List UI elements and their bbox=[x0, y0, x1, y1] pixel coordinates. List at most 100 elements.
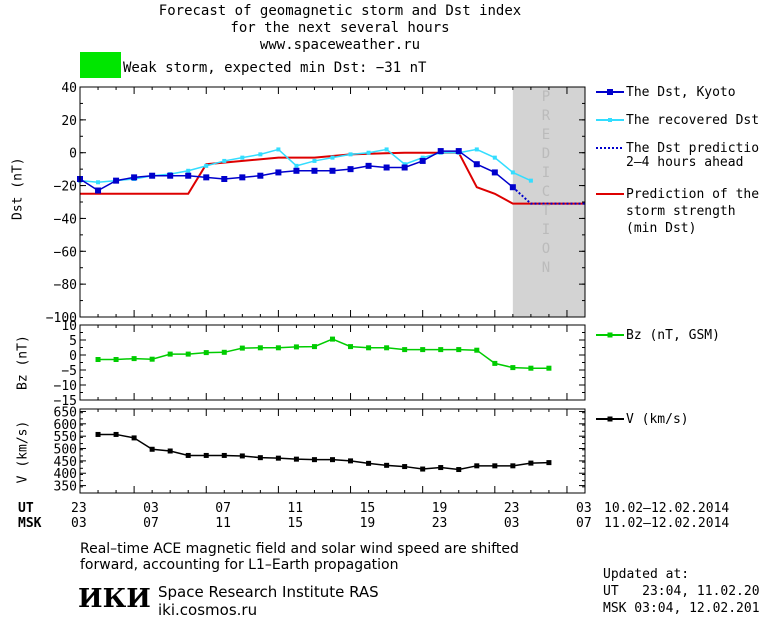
ut-tick-label: 03 bbox=[576, 501, 592, 516]
institute-site[interactable]: iki.cosmos.ru bbox=[158, 601, 258, 619]
v-point bbox=[113, 431, 119, 437]
footnote-line2: forward, accounting for L1–Earth propaga… bbox=[80, 557, 399, 573]
y-tick-label: 0 bbox=[69, 147, 77, 162]
legend-dst-prediction-1: The Dst prediction bbox=[626, 141, 760, 156]
chart-title-line1: Forecast of geomagnetic storm and Dst in… bbox=[158, 3, 522, 19]
v-point bbox=[131, 435, 137, 441]
v-point bbox=[185, 452, 191, 458]
dst-recovered-point bbox=[240, 155, 245, 160]
legend-storm-3: (min Dst) bbox=[626, 221, 697, 236]
dst-recovered-point bbox=[204, 163, 209, 168]
v-point bbox=[275, 455, 281, 461]
bz-point bbox=[149, 356, 155, 362]
dst-kyoto-point bbox=[311, 167, 318, 174]
bz-point bbox=[131, 356, 137, 362]
y-tick-label: 40 bbox=[61, 81, 77, 96]
legend-v: V (km/s) bbox=[626, 412, 689, 427]
v-point bbox=[384, 462, 390, 468]
dst-axis-title: Dst (nT) bbox=[10, 157, 26, 220]
dst-kyoto-point bbox=[185, 172, 192, 179]
v-point bbox=[438, 465, 444, 471]
dst-recovered-point bbox=[402, 162, 407, 167]
updated-ut: UT 23:04, 11.02.2014 bbox=[603, 584, 760, 599]
bz-point bbox=[474, 347, 480, 353]
y-tick-label: 0 bbox=[69, 349, 77, 364]
v-point bbox=[456, 467, 462, 473]
y-tick-label: −20 bbox=[54, 180, 77, 195]
y-tick-label: 10 bbox=[61, 319, 77, 334]
dst-kyoto-point bbox=[455, 148, 462, 155]
dst-kyoto-point bbox=[239, 174, 246, 181]
msk-tick-label: 03 bbox=[71, 516, 87, 531]
bz-point bbox=[95, 357, 101, 362]
v-point bbox=[474, 463, 480, 469]
dst-kyoto-point bbox=[419, 157, 426, 164]
legend-dst-kyoto-line-marker bbox=[607, 89, 613, 95]
bz-point bbox=[456, 347, 462, 353]
v-point bbox=[167, 448, 173, 454]
dst-kyoto-point bbox=[383, 164, 390, 171]
v-point bbox=[293, 456, 299, 462]
v-point bbox=[348, 458, 354, 464]
dst-recovered-point bbox=[330, 155, 335, 160]
v-point bbox=[510, 463, 516, 469]
ut-tick-label: 03 bbox=[143, 501, 159, 516]
prediction-label: PREDICTION bbox=[541, 89, 551, 276]
v-point bbox=[420, 466, 426, 472]
legend-storm-2: storm strength bbox=[626, 204, 736, 219]
bz-axis-title: Bz (nT) bbox=[15, 335, 31, 390]
y-tick-label: −100 bbox=[46, 311, 77, 326]
msk-tick-label: 23 bbox=[431, 516, 448, 531]
dst-kyoto-point bbox=[491, 169, 498, 176]
v-point bbox=[366, 460, 372, 466]
ut-tick-label: 23 bbox=[71, 501, 87, 516]
bz-point bbox=[546, 365, 552, 371]
dst-recovered-point bbox=[420, 155, 425, 160]
bz-point bbox=[203, 350, 209, 356]
dst-recovered-point bbox=[186, 168, 191, 173]
bz-point bbox=[510, 365, 516, 371]
chart-title-line2: for the next several hours bbox=[230, 20, 450, 36]
y-tick-label: 350 bbox=[54, 480, 77, 495]
bz-point bbox=[311, 344, 317, 350]
dst-kyoto-point bbox=[203, 174, 210, 181]
v-point bbox=[402, 464, 408, 470]
y-tick-label: 650 bbox=[54, 405, 77, 420]
dst-kyoto-point bbox=[401, 164, 408, 171]
dst-recovered-point bbox=[222, 158, 227, 163]
dst-recovered-point bbox=[474, 147, 479, 152]
bz-point bbox=[348, 344, 354, 350]
dst-recovered-point bbox=[492, 155, 497, 160]
bz-point bbox=[384, 345, 390, 351]
legend-v-line-marker bbox=[607, 416, 613, 422]
y-tick-label: 20 bbox=[61, 114, 77, 129]
v-point bbox=[221, 452, 227, 458]
storm-strength-line bbox=[80, 151, 585, 205]
ut-tick-label: 11 bbox=[287, 501, 304, 516]
bz-point bbox=[293, 344, 299, 350]
dst-recovered-point bbox=[96, 180, 101, 185]
dst-kyoto-point bbox=[347, 166, 354, 173]
dst-kyoto-point bbox=[329, 167, 336, 174]
bz-point bbox=[113, 357, 119, 362]
msk-date-range: 11.02‒12.02.2014 bbox=[604, 516, 730, 531]
dst-recovered-point bbox=[276, 147, 281, 152]
updated-msk: MSK 03:04, 12.02.2014 bbox=[603, 601, 760, 616]
updated-label: Updated at: bbox=[603, 567, 690, 582]
bz-point bbox=[275, 345, 281, 351]
dst-recovered-point bbox=[366, 150, 371, 155]
v-point bbox=[239, 453, 245, 459]
v-point bbox=[311, 457, 317, 463]
chart-title-url[interactable]: www.spaceweather.ru bbox=[259, 37, 421, 53]
v-point bbox=[492, 463, 498, 469]
dst-kyoto-point bbox=[221, 176, 228, 182]
bz-line bbox=[98, 338, 549, 369]
bz-point bbox=[239, 345, 245, 351]
msk-tick-label: 19 bbox=[359, 516, 376, 531]
legend-storm-1: Prediction of the bbox=[626, 187, 760, 202]
panel-frame-1 bbox=[79, 324, 586, 401]
dst-recovered-point bbox=[312, 158, 317, 163]
legend-dst-recovered: The recovered Dst bbox=[626, 113, 760, 128]
y-tick-label: −15 bbox=[54, 394, 77, 409]
dst-kyoto-point bbox=[95, 187, 102, 194]
